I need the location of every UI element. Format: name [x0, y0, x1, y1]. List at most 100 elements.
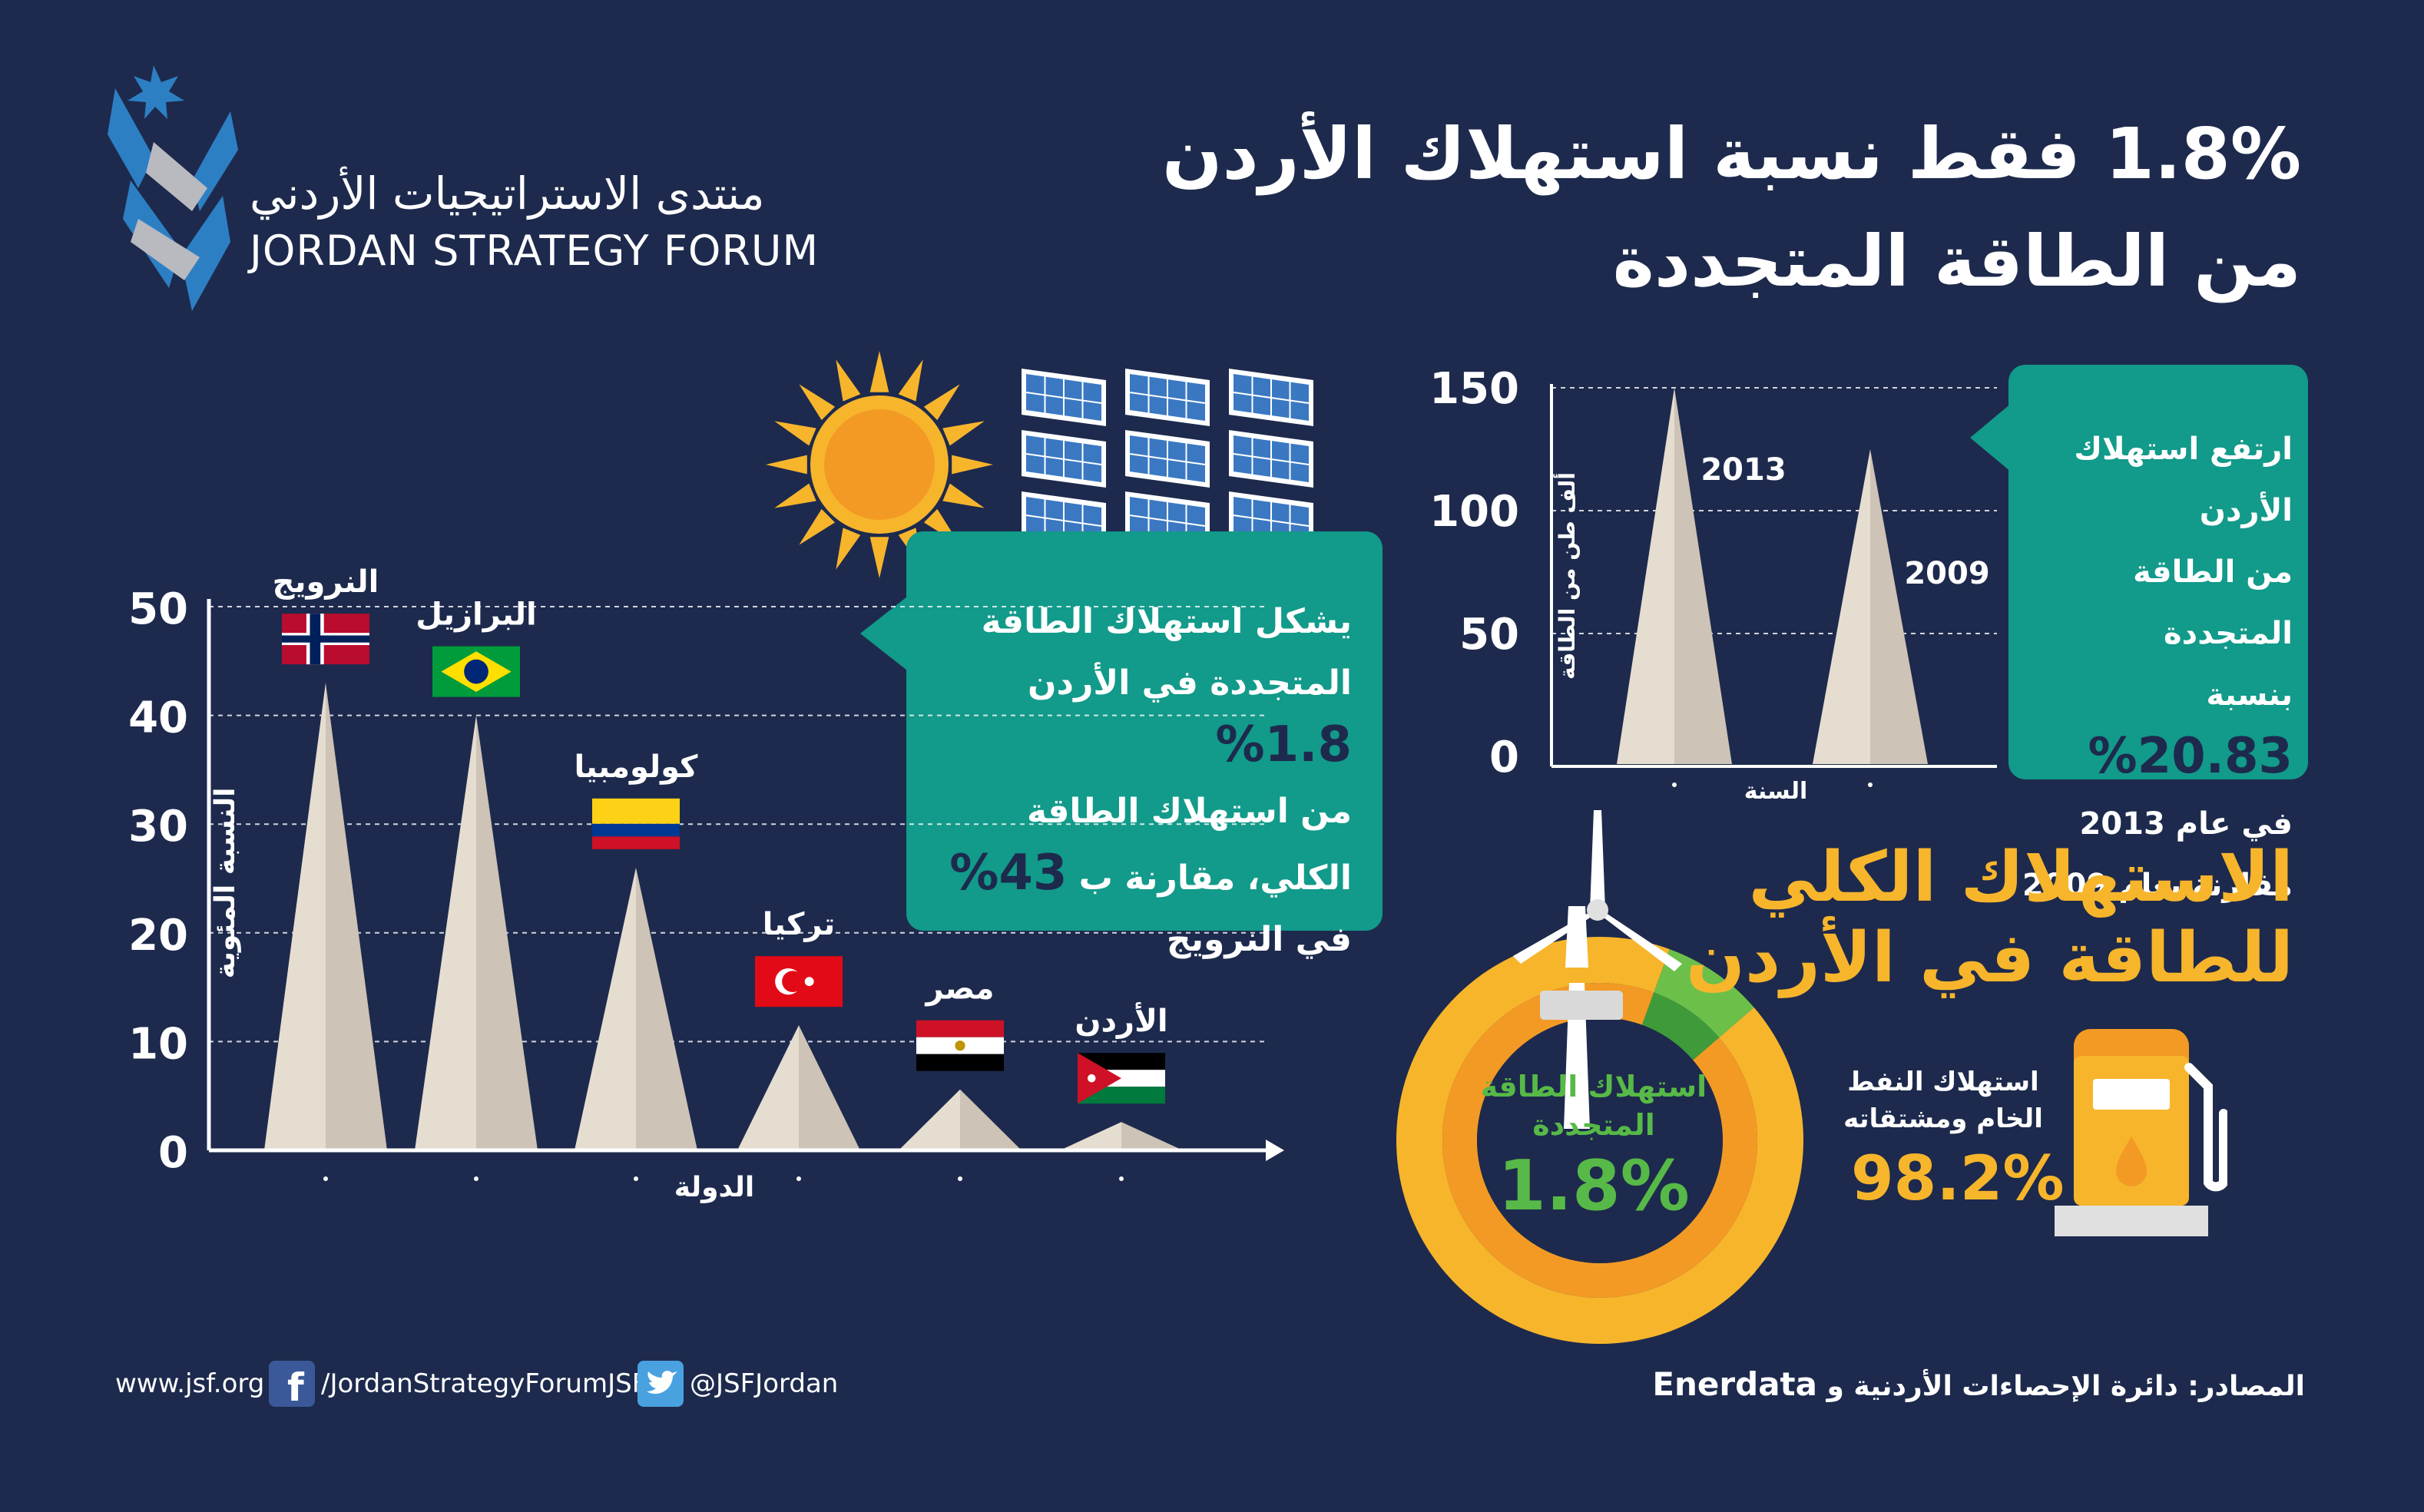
years-y-tick: 0 [1489, 733, 1519, 782]
sources-label: المصادر: [2187, 1371, 2305, 1402]
solar-panel [1229, 369, 1313, 426]
countries-category-label: الأردن [1075, 1001, 1167, 1039]
years-bar [1813, 449, 1928, 764]
total-title-line1: الاستهلاك الكلي [1748, 837, 2293, 918]
left-callout-value-jordan: 1.8% [1215, 716, 1353, 773]
countries-x-tick-dot [634, 1176, 638, 1181]
countries-y-tick: 40 [128, 693, 188, 743]
left-callout-line4: الكلي، مقارنة ب 43% [922, 842, 1352, 909]
right-callout-line2: من الطاقة المتجددة [2133, 554, 2293, 651]
facebook-link[interactable]: /JordanStrategyForumJSF [321, 1368, 647, 1399]
sources-brand: Enerdata [1652, 1365, 1817, 1403]
solar-panel [1022, 369, 1106, 426]
years-category-label: 2013 [1700, 452, 1786, 488]
turbine-blades-icon [1513, 810, 1682, 971]
countries-x-axis-arrow [1266, 1140, 1284, 1161]
website-link[interactable]: www.jsf.org [115, 1368, 265, 1399]
donut-slice-renewable-outer [1654, 949, 1754, 1038]
oil-label: استهلاك النفط الخام ومشتقاته [1828, 1064, 2058, 1137]
egypt-flag-icon [916, 1020, 1004, 1071]
left-callout-line2-text: المتجددة في الأردن [1027, 663, 1352, 703]
main-title-line1: 1.8% فقط نسبة استهلاك الأردن [1162, 113, 2301, 195]
right-callout [2008, 365, 2308, 779]
renewable-value: 1.8% [1498, 1146, 1690, 1226]
solar-panel [1125, 369, 1210, 426]
countries-y-label: النسبة المئوية [210, 788, 241, 979]
oil-value: 98.2% [1851, 1143, 2065, 1214]
right-callout-line3: بنسبة 20.83% [2020, 664, 2293, 793]
countries-y-tick: 10 [128, 1019, 188, 1069]
twitter-icon[interactable] [637, 1361, 684, 1407]
countries-bar [1060, 1122, 1183, 1150]
renewable-label: استهلاك الطاقة المتجددة 1.8% [1479, 1067, 1709, 1229]
left-callout [906, 531, 1383, 931]
right-callout-line4: في عام 2013 [2079, 806, 2293, 842]
main-title-line2: من الطاقة المتجددة [1612, 220, 2301, 303]
renewable-label-line2: المتجددة [1532, 1108, 1655, 1142]
colombia-flag-icon [592, 798, 680, 849]
countries-y-tick: 0 [158, 1128, 188, 1178]
countries-x-tick-dot [796, 1176, 801, 1181]
right-callout-pointer [1970, 399, 2016, 476]
countries-y-tick: 20 [128, 911, 188, 961]
countries-category-label: مصر [924, 971, 994, 1007]
twitter-link[interactable]: @JSFJordan [690, 1368, 839, 1399]
solar-panel [1229, 430, 1313, 488]
countries-bar [415, 715, 538, 1150]
years-y-tick: 150 [1429, 364, 1519, 414]
facebook-icon[interactable]: f [269, 1361, 315, 1407]
countries-category-label: تركيا [763, 907, 836, 942]
left-callout-line5: في النرويج [1166, 920, 1352, 959]
countries-category-label: كولومبيا [575, 749, 699, 785]
donut-slice-renewable-inner [1641, 992, 1720, 1060]
sources-text: دائرة الإحصاءات الأردنية و [1826, 1371, 2178, 1402]
brazil-flag-icon [432, 646, 520, 697]
svg-text:f: f [287, 1365, 305, 1407]
total-energy-donut [1396, 906, 1803, 1344]
right-callout-value: 20.83% [2088, 728, 2293, 785]
right-callout-line1: ارتفع استهلاك الأردن [2074, 432, 2293, 528]
years-y-tick: 50 [1459, 610, 1519, 660]
countries-category-label: النرويج [273, 564, 379, 600]
countries-category-label: البرازيل [416, 597, 536, 633]
years-x-tick-dot [1868, 782, 1873, 787]
countries-x-tick-dot [474, 1176, 479, 1181]
years-y-tick: 100 [1429, 487, 1519, 537]
years-x-label: السنة [1744, 778, 1808, 805]
left-callout-line2: المتجددة في الأردن 1.8% [922, 653, 1352, 781]
jsf-logo-icon [108, 65, 238, 311]
left-callout-line4-text: الكلي، مقارنة ب [1078, 859, 1352, 898]
countries-bar [575, 867, 697, 1150]
years-bar [1617, 388, 1732, 764]
oil-label-line1: استهلاك النفط [1847, 1067, 2039, 1097]
countries-bar [737, 1025, 860, 1150]
right-callout-text: ارتفع استهلاك الأردن من الطاقة المتجددة … [2020, 419, 2293, 916]
solar-panel [1125, 430, 1210, 488]
left-callout-value-norway: 43% [949, 845, 1068, 902]
left-callout-pointer [860, 591, 914, 676]
org-name-english: JORDAN STRATEGY FORUM [250, 227, 820, 275]
years-x-tick-dot [1672, 782, 1677, 787]
countries-bar [264, 683, 387, 1150]
norway-flag-icon [282, 614, 369, 665]
years-y-label: ألف طن من الطاقة [1553, 472, 1580, 680]
countries-y-tick: 50 [128, 584, 188, 634]
fuel-pump-icon [2055, 1029, 2227, 1236]
sources: المصادر: دائرة الإحصاءات الأردنية و Ener… [1652, 1365, 2305, 1403]
total-title-line2: للطاقة في الأردن [1686, 918, 2293, 998]
countries-y-tick: 30 [128, 802, 188, 852]
solar-panel [1022, 430, 1106, 488]
right-callout-line3-text: بنسبة [2206, 677, 2293, 713]
turkey-flag-icon [755, 956, 843, 1007]
countries-x-tick-dot [958, 1176, 962, 1181]
left-callout-text: يشكل استهلاك الطاقة المتجددة في الأردن 1… [922, 591, 1352, 971]
countries-x-label: الدولة [674, 1172, 754, 1203]
countries-bar [899, 1089, 1022, 1150]
renewable-label-line1: استهلاك الطاقة [1480, 1070, 1707, 1103]
countries-x-tick-dot [323, 1176, 328, 1181]
countries-x-tick-dot [1119, 1176, 1124, 1181]
oil-label-line2: الخام ومشتقاته [1843, 1103, 2043, 1134]
jordan-flag-icon [1078, 1053, 1165, 1104]
